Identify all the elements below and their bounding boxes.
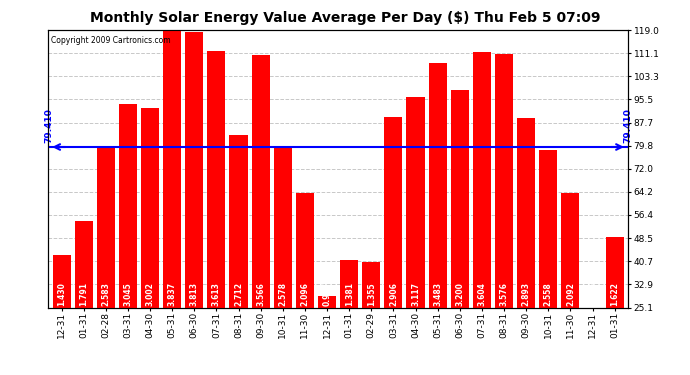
Bar [119,104,137,308]
Bar [318,296,336,307]
Text: 2.712: 2.712 [234,282,243,306]
Text: 1.381: 1.381 [345,282,354,306]
Bar [561,193,580,308]
Bar [451,90,469,308]
Text: 2.906: 2.906 [389,282,398,306]
Bar [606,237,624,308]
Text: 2.583: 2.583 [101,282,110,306]
Text: 1.791: 1.791 [79,282,88,306]
Text: 3.576: 3.576 [500,282,509,306]
Bar [517,118,535,308]
Text: 3.002: 3.002 [146,282,155,306]
Bar [163,30,181,308]
Text: 1.430: 1.430 [57,282,66,306]
Bar [362,262,380,308]
Bar [75,221,92,308]
Text: 0.987: 0.987 [322,282,331,306]
Text: 3.566: 3.566 [256,282,265,306]
Text: 2.558: 2.558 [544,282,553,306]
Bar [185,32,204,308]
Text: Copyright 2009 Cartronics.com: Copyright 2009 Cartronics.com [51,36,171,45]
Text: 3.837: 3.837 [168,282,177,306]
Text: 3.200: 3.200 [455,282,464,306]
Bar [473,52,491,308]
Bar [340,260,358,308]
Bar [384,117,402,308]
Text: 3.483: 3.483 [433,282,442,306]
Text: 3.813: 3.813 [190,282,199,306]
Text: 2.096: 2.096 [300,282,309,306]
Bar [539,150,558,308]
Bar [208,51,226,308]
Bar [296,193,314,308]
Bar [428,63,446,308]
Bar [141,108,159,308]
Bar [230,135,248,308]
Bar [252,56,270,308]
Bar [52,255,70,308]
Text: 1.622: 1.622 [610,282,619,306]
Text: Monthly Solar Energy Value Average Per Day ($) Thu Feb 5 07:09: Monthly Solar Energy Value Average Per D… [90,11,600,25]
Text: 3.613: 3.613 [212,282,221,306]
Text: 3.604: 3.604 [477,282,486,306]
Bar [495,54,513,307]
Text: 79.410: 79.410 [44,108,53,142]
Text: 3.045: 3.045 [124,282,132,306]
Text: 79.410: 79.410 [623,108,632,142]
Bar [274,148,292,308]
Text: 0.868: 0.868 [588,282,597,306]
Text: 2.092: 2.092 [566,282,575,306]
Text: 3.117: 3.117 [411,282,420,306]
Text: 2.893: 2.893 [522,282,531,306]
Bar [97,147,115,308]
Text: 2.578: 2.578 [278,282,287,306]
Bar [406,97,424,308]
Text: 1.355: 1.355 [367,282,376,306]
